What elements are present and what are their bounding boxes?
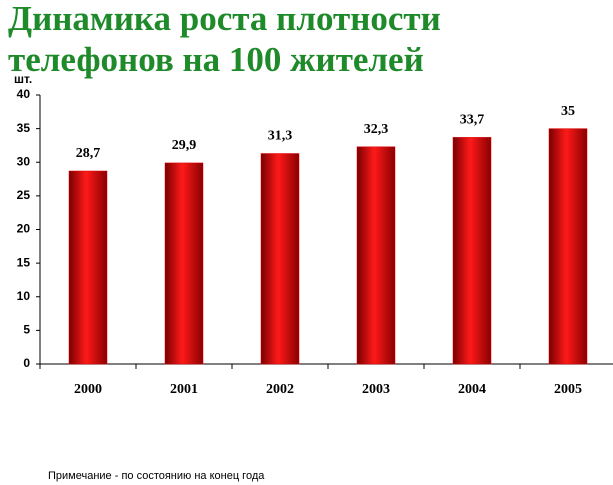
x-tick-label: 2001 [170,382,198,397]
y-tick-label: 10 [17,289,31,303]
x-tick-label: 2003 [362,382,390,397]
value-label: 32,3 [364,122,389,137]
y-tick-label: 20 [17,222,31,236]
value-label: 35 [561,104,575,119]
x-tick-label: 2005 [554,382,582,397]
value-label: 28,7 [76,146,101,161]
bar [164,162,204,365]
y-tick-label: 25 [17,188,31,202]
x-tick-label: 2000 [74,382,102,397]
chart-title: Динамика роста плотности [8,0,441,38]
note: Примечание - по состоянию на конец года [48,470,265,482]
bar [356,146,396,365]
value-label: 33,7 [460,113,485,128]
value-label: 29,9 [172,138,197,153]
y-tick-label: 40 [17,87,31,101]
y-tick-label: 15 [17,255,31,269]
chart-title: телефонов на 100 жителей [8,40,424,79]
y-tick-label: 0 [23,356,30,370]
bar [260,153,300,365]
bar [68,170,108,365]
x-tick-label: 2004 [458,382,486,397]
y-tick-label: 35 [17,121,31,135]
bar [548,128,588,365]
y-tick-label: 30 [17,154,31,168]
x-tick-label: 2002 [266,382,294,397]
y-tick-label: 5 [23,323,30,337]
bar [452,137,492,365]
y-axis-label: шт. [14,72,32,86]
value-label: 31,3 [268,129,293,144]
